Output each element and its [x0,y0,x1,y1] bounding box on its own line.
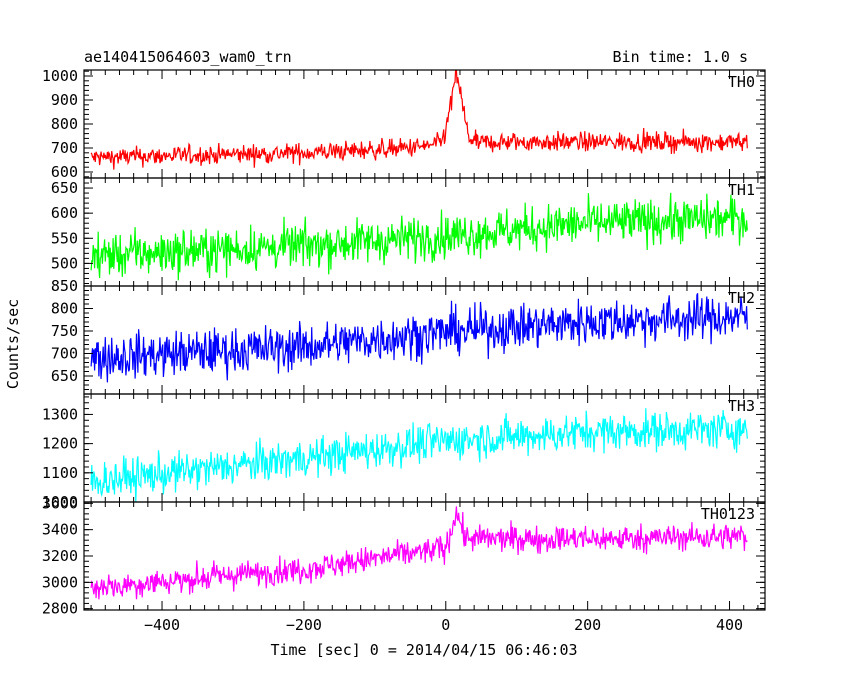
x-axis-label: Time [sec] 0 = 2014/04/15 06:46:03 [270,641,577,659]
y-tick-label: 3600 [42,494,78,512]
y-tick-label: 3200 [42,547,78,565]
y-tick-label: 1000 [42,493,78,511]
plot-title: ae140415064603_wam0_trn [84,48,292,66]
y-tick-label: 500 [51,254,78,272]
y-tick-label: 700 [51,345,78,363]
y-tick-label: 3000 [42,573,78,591]
channel-label-th2: TH2 [728,289,755,307]
panel-th3: 1000 1100 1200 1300 TH3 [42,393,766,511]
series-line-th2 [90,293,748,383]
panel-th0: 600 700 800 900 1000 TH0 [42,67,766,181]
panel-th1: 500 550 600 650 TH1 [51,177,766,287]
y-tick-label: 2800 [42,600,78,618]
y-tick-label: 600 [51,163,78,181]
channel-label-th1: TH1 [728,181,755,199]
panel-frame [83,177,766,287]
y-tick-label: 1100 [42,464,78,482]
panel-frame [83,285,766,395]
series-line-th0 [90,70,748,170]
panel-th0123: 2800 3000 3200 3400 3600 TH0123 [42,494,766,618]
y-tick-label: 750 [51,322,78,340]
y-tick-label: 800 [51,115,78,133]
x-tick-label: 200 [574,616,601,634]
y-tick-label: 650 [51,179,78,197]
y-tick-label: 800 [51,300,78,318]
series-line-th1 [90,192,748,281]
y-tick-label: 3400 [42,521,78,539]
series-line-th0123 [90,506,748,600]
y-tick-label: 1000 [42,67,78,85]
panel-frame [83,393,766,503]
y-tick-label: 600 [51,204,78,222]
y-tick-label: 550 [51,229,78,247]
x-tick-label: 0 [441,616,450,634]
y-tick-label: 650 [51,367,78,385]
channel-label-th0: TH0 [728,73,755,91]
bin-time-label: Bin time: 1.0 s [613,48,748,66]
y-tick-label: 1300 [42,405,78,423]
channel-label-th0123: TH0123 [701,505,755,523]
y-tick-label: 850 [51,277,78,295]
panel-frame [83,69,766,179]
x-tick-label: 400 [716,616,743,634]
panel-th2: 650 700 750 800 850 TH2 [51,277,766,395]
series-line-th3 [90,408,748,502]
x-tick-label: −200 [286,616,322,634]
channel-label-th3: TH3 [728,397,755,415]
y-tick-label: 1200 [42,435,78,453]
y-tick-label: 900 [51,91,78,109]
y-axis-label: Counts/sec [4,299,22,389]
x-tick-label: −400 [144,616,180,634]
y-tick-label: 700 [51,139,78,157]
